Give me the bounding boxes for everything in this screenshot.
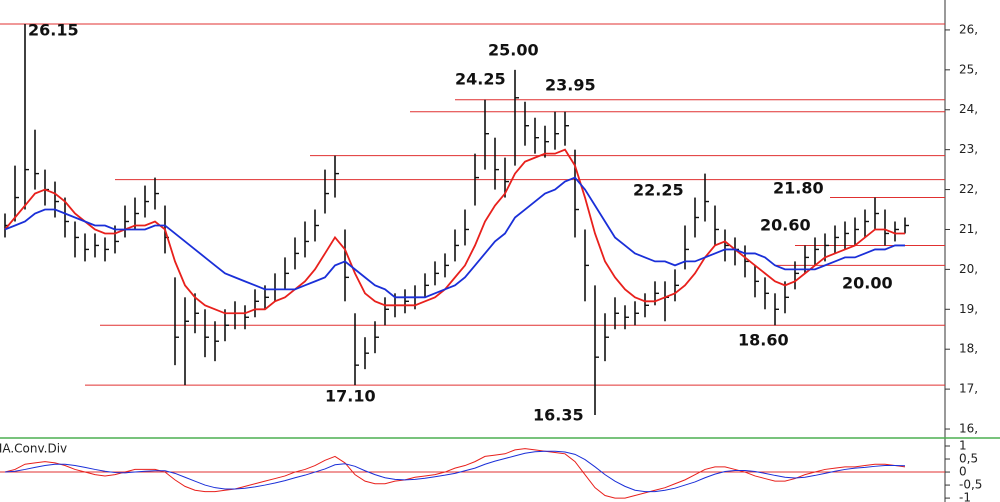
y-tick-label: 26, (959, 22, 978, 36)
series-line (4, 148, 905, 315)
y-tick-label: 23, (959, 142, 978, 156)
y-tick-label: 1 (959, 438, 967, 452)
series-line (4, 448, 906, 499)
annotation: 20.60 (760, 216, 811, 235)
y-tick-label: 0,5 (959, 452, 978, 466)
y-tick-label: 22, (959, 182, 978, 196)
annotation: 26.15 (28, 21, 79, 40)
y-tick-label: 21, (959, 222, 978, 236)
series-line (4, 176, 905, 299)
annotation: 16.35 (533, 406, 584, 425)
annotation: 20.00 (842, 274, 893, 293)
annotation: 24.25 (455, 70, 506, 89)
annotation: 21.80 (773, 179, 824, 198)
y-tick-label: 17, (959, 382, 978, 396)
y-tick-label: -0,5 (959, 478, 982, 492)
annotation: 22.25 (633, 181, 684, 200)
y-tick-label: 19, (959, 302, 978, 316)
series-line (4, 450, 906, 493)
y-tick-label: 25, (959, 62, 978, 76)
panel-title: MA.Conv.Div (0, 442, 67, 456)
y-tick-label: 0 (959, 465, 967, 479)
annotation: 17.10 (325, 387, 376, 406)
annotation: 23.95 (545, 76, 596, 95)
annotation: 18.60 (738, 331, 789, 350)
y-tick-label: 24, (959, 102, 978, 116)
y-tick-label: -1 (959, 491, 971, 502)
y-tick-label: 20, (959, 262, 978, 276)
y-tick-label: 16, (959, 422, 978, 436)
annotation: 25.00 (488, 41, 539, 60)
y-tick-label: 18, (959, 342, 978, 356)
